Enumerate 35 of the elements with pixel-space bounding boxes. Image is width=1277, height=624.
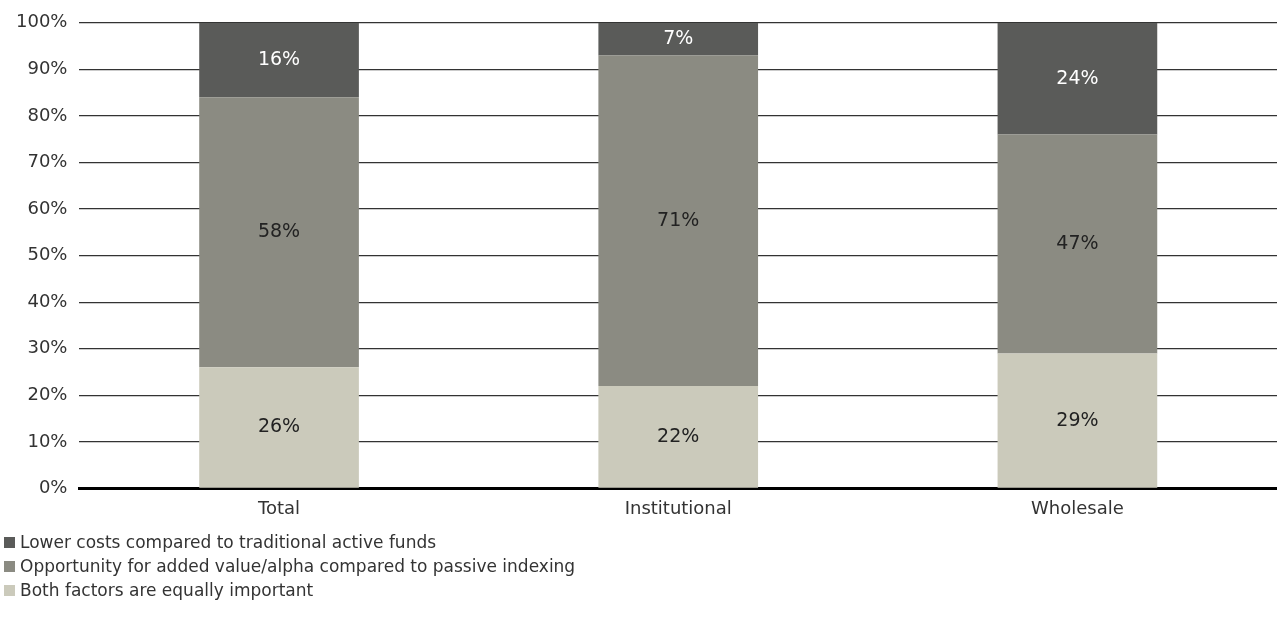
bar <box>997 22 1158 135</box>
y-tick-label: 60% <box>27 196 68 218</box>
y-tick-label: 90% <box>27 57 68 79</box>
legend-label: Opportunity for added value/alpha compared to passive indexing <box>20 556 576 576</box>
y-tick-label: 40% <box>27 289 68 311</box>
bar <box>598 22 759 56</box>
text: 47% <box>1056 230 1099 253</box>
text: 58% <box>257 219 301 242</box>
y-tick-label: 0% <box>38 476 68 498</box>
legend-label: Both factors are equally important <box>20 580 314 600</box>
text: 24% <box>1056 65 1099 88</box>
x-tick-label: Institutional <box>624 496 732 518</box>
y-tick-label: 70% <box>27 150 68 172</box>
text: 29% <box>1056 407 1099 430</box>
y-tick-label: 80% <box>27 103 68 125</box>
text: 26% <box>257 414 301 437</box>
bar <box>598 385 759 488</box>
text: 71% <box>657 207 700 230</box>
legend-label: Lower costs compared to traditional active funds <box>20 532 437 552</box>
text: 7% <box>663 26 694 49</box>
bar <box>199 22 359 98</box>
text: 22% <box>657 423 700 446</box>
y-tick-label: 30% <box>27 336 68 358</box>
bar <box>199 367 359 488</box>
x-tick-label: Total <box>257 496 301 518</box>
text: 16% <box>257 46 301 69</box>
y-tick-label: 10% <box>27 429 68 451</box>
y-tick-label: 100% <box>15 10 68 32</box>
bar <box>199 97 359 368</box>
bar <box>997 134 1158 354</box>
x-tick-label: Wholesale <box>1031 496 1124 518</box>
bar <box>598 55 759 386</box>
y-tick-label: 20% <box>27 382 68 404</box>
y-tick-label: 50% <box>27 243 68 265</box>
bar <box>997 353 1158 488</box>
